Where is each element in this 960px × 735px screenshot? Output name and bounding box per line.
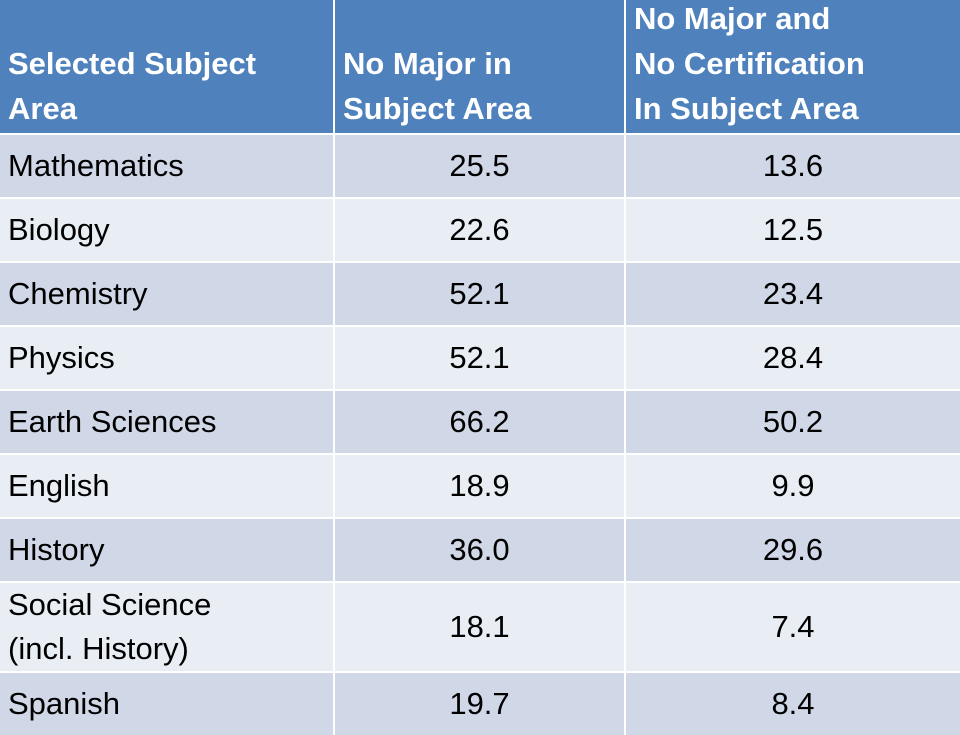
cell-text: Area [8,91,77,126]
cell-text: Mathematics [8,148,184,183]
table-cell: 7.4 [626,583,960,671]
cell-text: 50.2 [762,404,824,439]
table-cell: Spanish [0,673,333,735]
table-cell: Earth Sciences [0,391,333,453]
table-cell: English [0,455,333,517]
table-cell: 25.5 [335,135,624,197]
table-cell: 18.1 [335,583,624,671]
table-cell: 9.9 [626,455,960,517]
cell-text: History [8,532,105,567]
table-cell: 66.2 [335,391,624,453]
table-cell: Chemistry [0,263,333,325]
cell-text: Spanish [8,686,121,721]
cell-text: In Subject Area [634,91,859,126]
header-cell: Selected Subject Area [0,0,333,133]
table-cell: 52.1 [335,263,624,325]
cell-text: English [8,468,110,503]
table-cell: 36.0 [335,519,624,581]
cell-text: No Certification [634,46,865,81]
cell-text: No Major in [343,46,512,81]
table-cell: Mathematics [0,135,333,197]
cell-text: 9.9 [771,468,815,503]
table-cell: 29.6 [626,519,960,581]
table-cell: 52.1 [335,327,624,389]
cell-text: Selected Subject [8,46,257,81]
cell-text: Social Science [8,587,212,622]
cell-text: 23.4 [762,276,824,311]
cell-text: 66.2 [449,404,510,439]
table-cell: 8.4 [626,673,960,735]
cell-text: 36.0 [449,532,510,567]
table-cell: 22.6 [335,199,624,261]
table-cell: Social Science (incl. History) [0,583,333,671]
cell-text: 19.7 [449,686,510,721]
table-cell: 19.7 [335,673,624,735]
header-cell: No Major in Subject Area [335,0,624,133]
cell-text: Earth Sciences [8,404,217,439]
cell-text: 18.1 [449,609,510,644]
cell-text: Chemistry [8,276,148,311]
cell-text: (incl. History) [8,631,189,666]
cell-text: 29.6 [762,532,824,567]
cell-text: 28.4 [762,340,824,375]
cell-text: Subject Area [343,91,532,126]
cell-text: Biology [8,212,110,247]
cell-text: 22.6 [449,212,510,247]
header-cell: No Major and No Certification In Subject A… [626,0,960,133]
table-cell: 13.6 [626,135,960,197]
cell-text: 7.4 [771,609,815,644]
cell-text: 12.5 [762,212,824,247]
cell-text: 52.1 [449,276,510,311]
table-cell: History [0,519,333,581]
cell-text: 18.9 [449,468,510,503]
cell-text: 25.5 [449,148,510,183]
table-cell: Physics [0,327,333,389]
cell-text: 13.6 [762,148,824,183]
table-cell: 18.9 [335,455,624,517]
cell-text: 8.4 [771,686,815,721]
cell-text: No Major and [634,1,831,36]
table-cell: 23.4 [626,263,960,325]
table-cell: 12.5 [626,199,960,261]
table-cell: Biology [0,199,333,261]
cell-text: Physics [8,340,115,375]
table-cell: 28.4 [626,327,960,389]
cell-text: 52.1 [449,340,510,375]
table-cell: 50.2 [626,391,960,453]
